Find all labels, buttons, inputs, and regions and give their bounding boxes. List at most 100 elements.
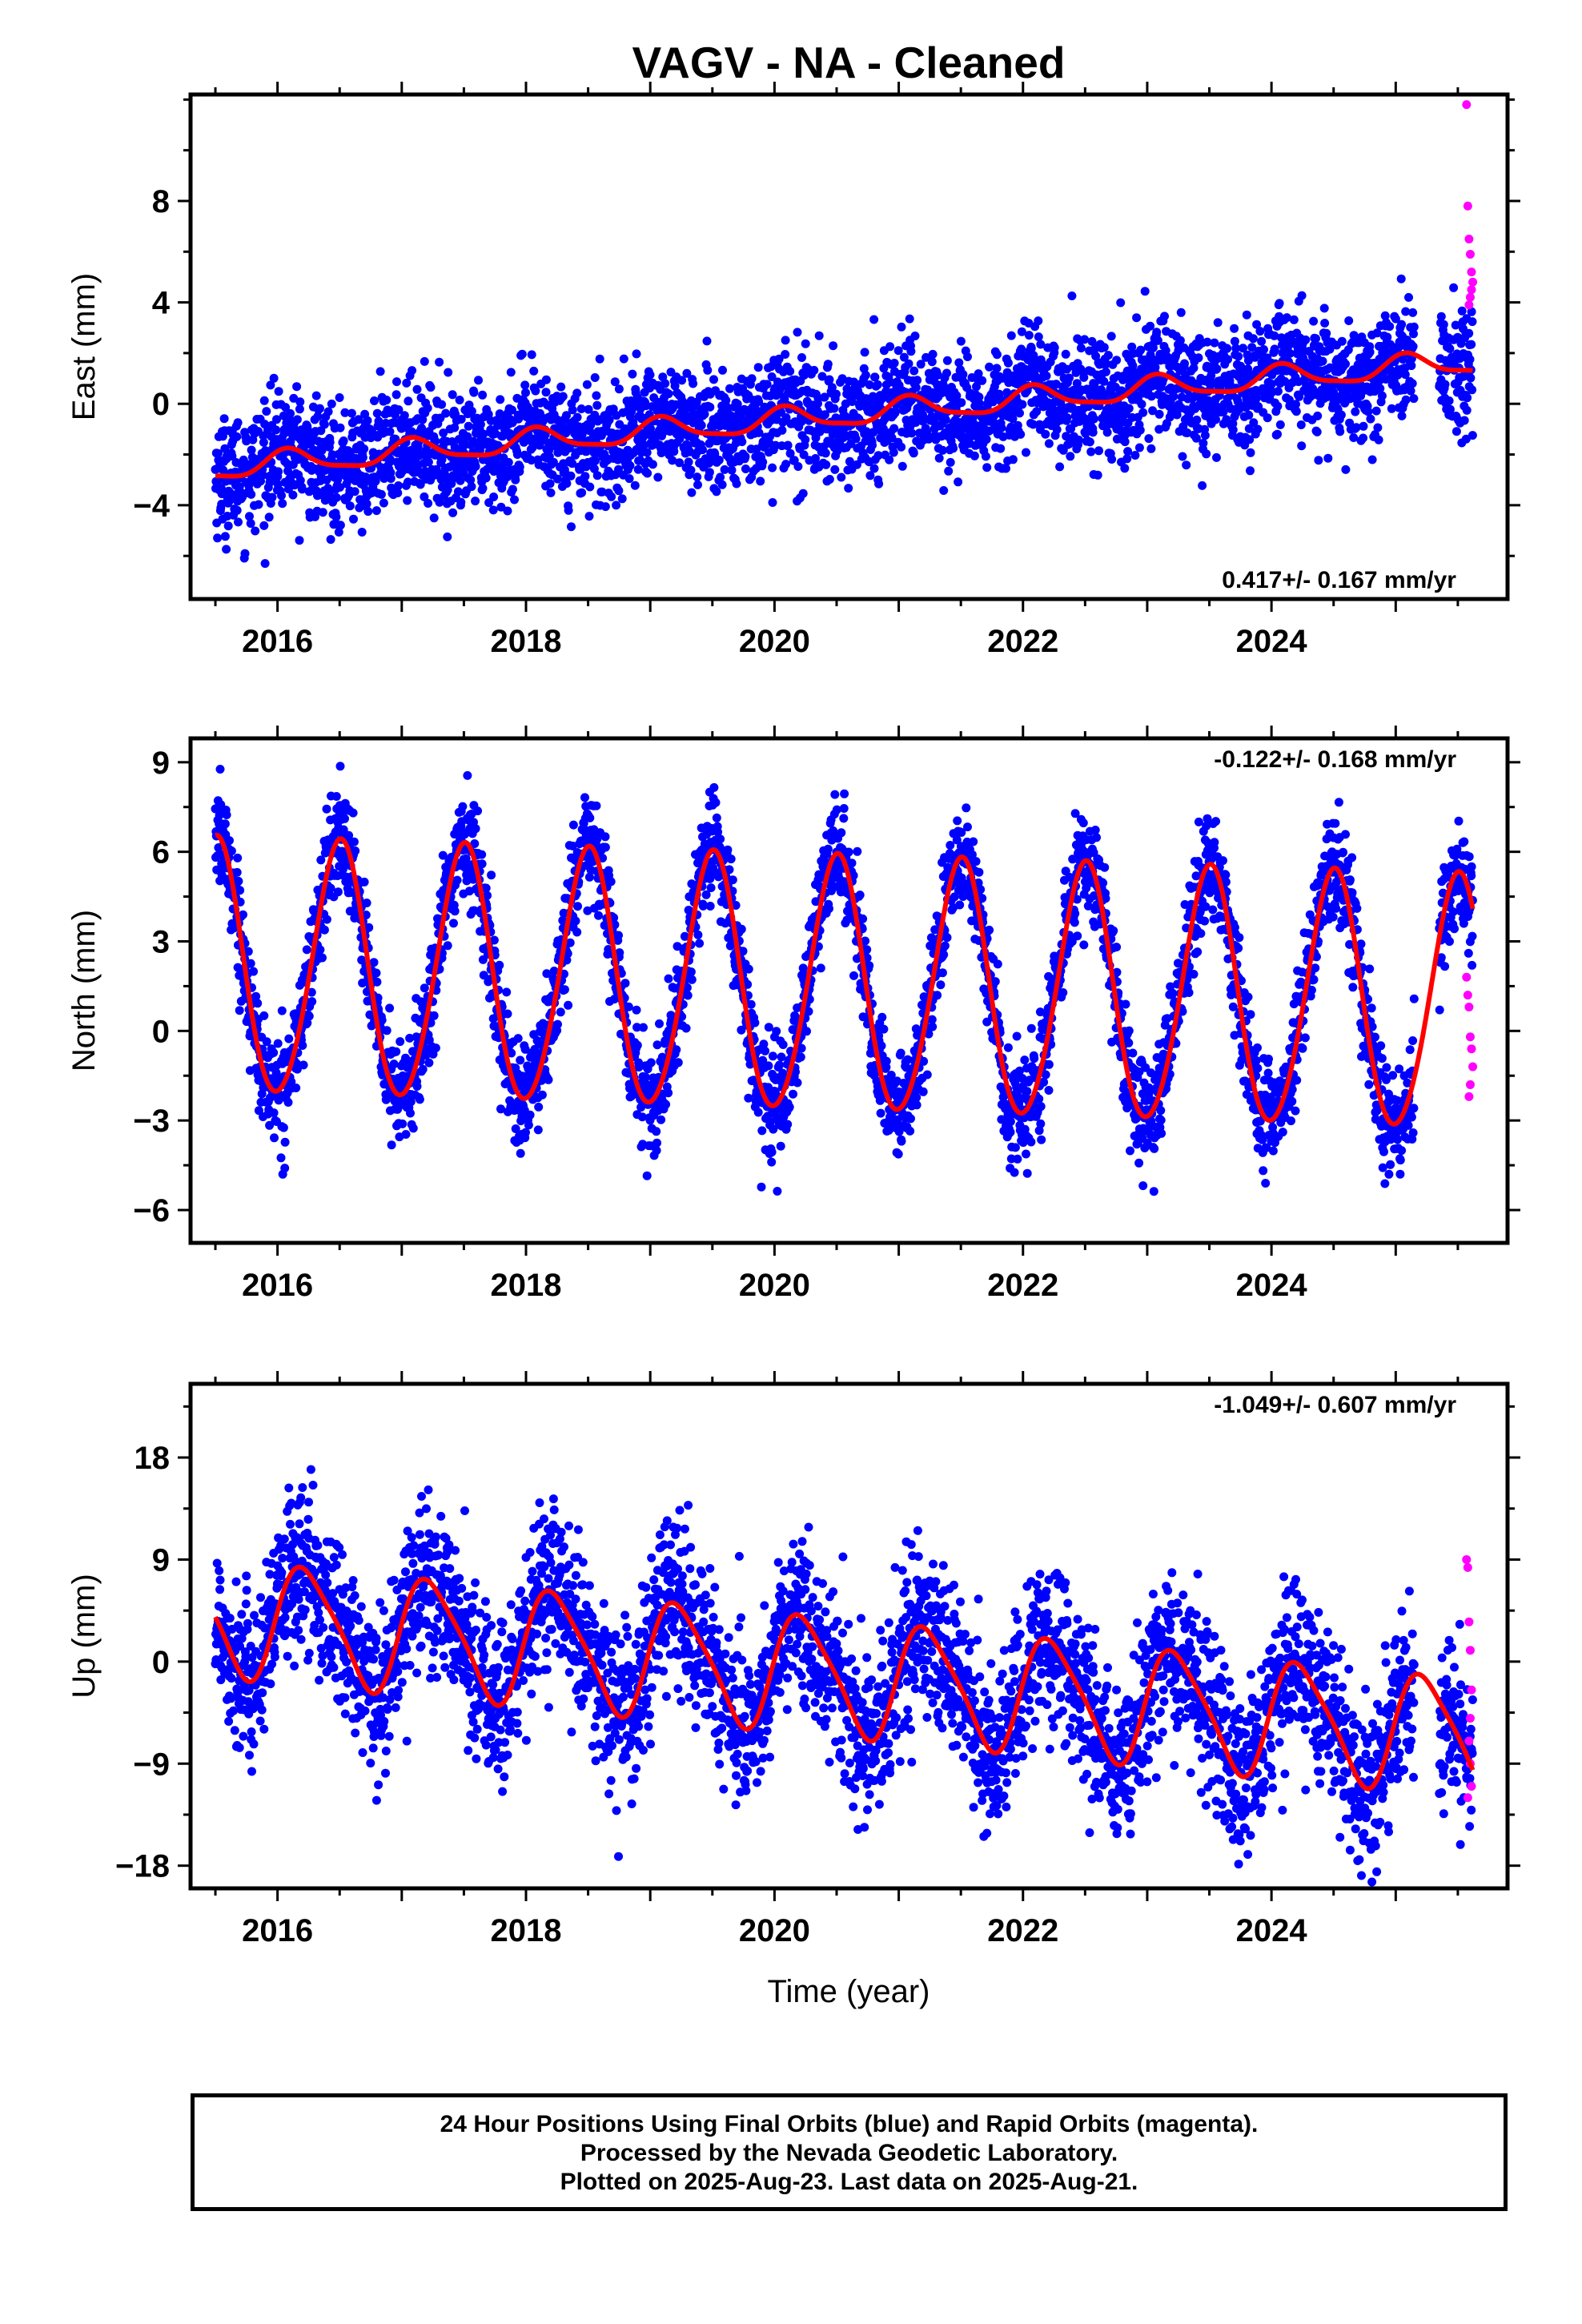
final-orbit-point (910, 332, 920, 340)
final-orbit-point (1061, 349, 1070, 359)
final-orbit-point (477, 859, 487, 869)
final-orbit-point (510, 495, 519, 505)
final-orbit-point (389, 1059, 399, 1069)
final-orbit-point (1436, 312, 1446, 321)
final-orbit-point (235, 1006, 244, 1015)
final-orbit-point (372, 977, 382, 987)
final-orbit-point (544, 1075, 553, 1084)
final-orbit-point (496, 395, 505, 404)
final-orbit-point (553, 1019, 562, 1029)
final-orbit-point (274, 467, 283, 476)
final-orbit-point (369, 958, 379, 967)
final-orbit-point (669, 447, 679, 456)
final-orbit-point (844, 484, 853, 493)
final-orbit-point (1391, 314, 1400, 324)
final-orbit-point (1366, 414, 1375, 424)
final-orbit-point (339, 436, 348, 445)
final-orbit-point (1101, 367, 1110, 376)
final-orbit-point (661, 379, 670, 388)
final-orbit-point (431, 1043, 440, 1053)
final-orbit-point (1408, 342, 1418, 352)
x-tick-label: 2018 (491, 624, 562, 659)
final-orbit-point (331, 792, 341, 801)
final-orbit-point (496, 1104, 505, 1114)
final-orbit-point (1325, 344, 1335, 354)
final-orbit-point (1076, 344, 1086, 353)
final-orbit-point (572, 388, 582, 398)
final-orbit-point (1172, 410, 1182, 420)
final-orbit-point (267, 493, 277, 502)
final-orbit-point (1344, 316, 1354, 325)
final-orbit-point (612, 501, 621, 510)
final-orbit-point (370, 396, 379, 405)
final-orbit-point (1246, 466, 1255, 476)
final-orbit-point (825, 475, 834, 484)
final-orbit-point (592, 391, 601, 400)
final-orbit-point (741, 452, 750, 461)
final-orbit-point (437, 400, 447, 409)
final-orbit-point (566, 471, 576, 480)
final-orbit-point (325, 437, 335, 447)
final-orbit-point (874, 479, 884, 489)
final-orbit-point (259, 437, 268, 447)
final-orbit-point (508, 485, 517, 494)
final-orbit-point (335, 423, 345, 432)
final-orbit-point (1462, 405, 1472, 415)
final-orbit-point (1085, 437, 1094, 447)
final-orbit-point (639, 1023, 648, 1032)
final-orbit-point (564, 505, 573, 515)
final-orbit-point (232, 505, 242, 515)
final-orbit-point (394, 405, 404, 415)
final-orbit-point (668, 456, 677, 465)
final-orbit-point (1289, 315, 1299, 324)
final-orbit-point (278, 499, 287, 509)
final-orbit-point (727, 465, 737, 475)
final-orbit-point (435, 497, 444, 507)
final-orbit-point (997, 423, 1006, 432)
final-orbit-point (1404, 292, 1413, 302)
final-orbit-point (303, 1018, 312, 1027)
final-orbit-point (1460, 416, 1469, 425)
final-orbit-point (333, 475, 343, 485)
final-orbit-point (279, 1123, 288, 1132)
final-orbit-point (372, 408, 382, 418)
final-orbit-point (424, 457, 433, 467)
final-orbit-point (1230, 336, 1239, 346)
final-orbit-point (359, 444, 369, 453)
final-orbit-point (251, 526, 260, 536)
final-orbit-point (732, 479, 741, 489)
final-orbit-point (1270, 331, 1279, 340)
final-orbit-point (541, 375, 551, 384)
final-orbit-point (1464, 328, 1474, 338)
final-orbit-point (284, 1034, 294, 1043)
final-orbit-point (1042, 371, 1051, 380)
final-orbit-point (295, 536, 304, 545)
final-orbit-point (385, 455, 395, 464)
x-tick-label: 2016 (242, 624, 313, 659)
final-orbit-point (351, 846, 360, 855)
final-orbit-point (580, 793, 589, 802)
final-orbit-point (1314, 456, 1323, 465)
final-orbit-point (801, 435, 810, 444)
east-data-layer (211, 100, 1478, 569)
final-orbit-point (289, 393, 299, 403)
final-orbit-point (247, 489, 256, 499)
final-orbit-point (375, 367, 385, 376)
final-orbit-point (1008, 414, 1018, 424)
final-orbit-point (463, 432, 472, 441)
final-orbit-point (754, 397, 764, 406)
final-orbit-point (793, 328, 802, 337)
final-orbit-point (693, 472, 702, 482)
final-orbit-point (774, 354, 784, 364)
final-orbit-point (313, 491, 322, 501)
rapid-orbit-point (1465, 292, 1475, 302)
final-orbit-point (549, 967, 559, 975)
final-orbit-point (941, 415, 950, 424)
final-orbit-point (1122, 454, 1132, 464)
final-orbit-point (478, 484, 488, 493)
final-orbit-point (266, 380, 275, 390)
final-orbit-point (319, 925, 329, 935)
final-orbit-point (239, 455, 248, 464)
final-orbit-point (1387, 404, 1396, 413)
final-orbit-point (213, 533, 223, 543)
